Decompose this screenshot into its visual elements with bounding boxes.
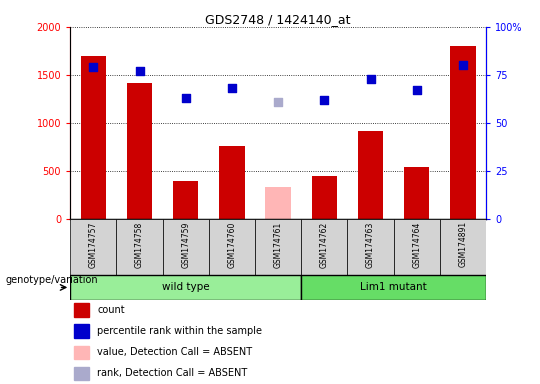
Point — [458, 62, 467, 68]
Text: count: count — [97, 305, 125, 315]
Bar — [404, 167, 429, 219]
Point — [89, 64, 98, 70]
Bar — [347, 219, 394, 275]
Point — [227, 85, 236, 91]
Title: GDS2748 / 1424140_at: GDS2748 / 1424140_at — [205, 13, 351, 26]
Point — [366, 76, 375, 82]
Bar — [219, 146, 245, 219]
Bar — [80, 56, 106, 219]
Bar — [75, 303, 89, 317]
Bar — [301, 219, 347, 275]
Bar — [255, 219, 301, 275]
Bar — [394, 219, 440, 275]
Text: value, Detection Call = ABSENT: value, Detection Call = ABSENT — [97, 347, 252, 358]
Bar — [265, 187, 291, 219]
Point — [413, 87, 421, 93]
Bar — [70, 275, 301, 300]
Bar — [312, 176, 337, 219]
Text: GSM174757: GSM174757 — [89, 221, 98, 268]
Text: Lim1 mutant: Lim1 mutant — [360, 282, 427, 293]
Text: GSM174891: GSM174891 — [458, 221, 468, 267]
Text: GSM174764: GSM174764 — [412, 221, 421, 268]
Text: GSM174758: GSM174758 — [135, 221, 144, 268]
Bar — [358, 131, 383, 219]
Text: percentile rank within the sample: percentile rank within the sample — [97, 326, 262, 336]
Bar — [450, 46, 476, 219]
Point — [135, 68, 144, 74]
Bar — [75, 346, 89, 359]
Text: GSM174761: GSM174761 — [274, 221, 282, 268]
Bar — [117, 219, 163, 275]
Text: wild type: wild type — [162, 282, 210, 293]
Text: genotype/variation: genotype/variation — [5, 275, 98, 285]
Text: GSM174762: GSM174762 — [320, 221, 329, 268]
Bar — [75, 324, 89, 338]
Text: rank, Detection Call = ABSENT: rank, Detection Call = ABSENT — [97, 368, 247, 379]
Bar — [173, 182, 198, 219]
Point — [181, 95, 190, 101]
Text: GSM174759: GSM174759 — [181, 221, 190, 268]
Bar — [163, 219, 209, 275]
Bar — [70, 219, 117, 275]
Bar — [75, 367, 89, 380]
Point — [320, 97, 329, 103]
Bar — [127, 83, 152, 219]
Bar — [440, 219, 486, 275]
Text: GSM174763: GSM174763 — [366, 221, 375, 268]
Bar — [209, 219, 255, 275]
Bar — [301, 275, 486, 300]
Point — [274, 99, 282, 105]
Text: GSM174760: GSM174760 — [227, 221, 237, 268]
